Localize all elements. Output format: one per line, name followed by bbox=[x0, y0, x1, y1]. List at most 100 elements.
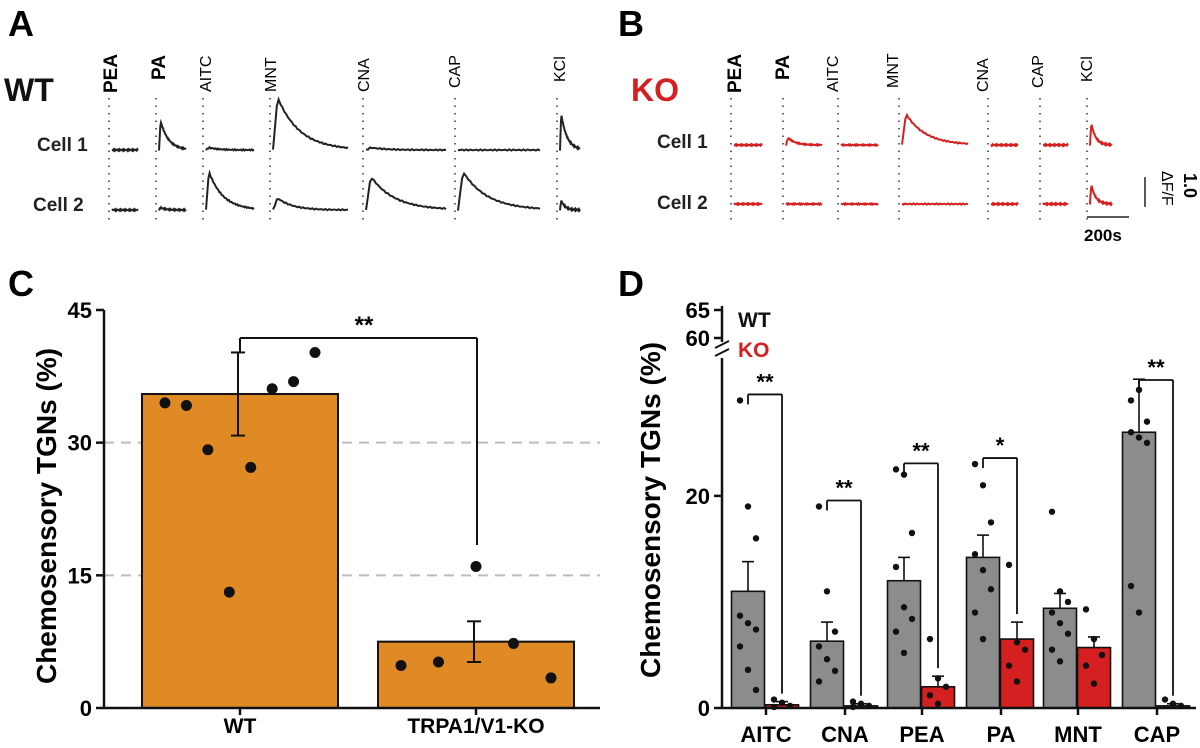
trace-cell2-mnt bbox=[901, 202, 968, 206]
data-point bbox=[926, 692, 934, 699]
data-point bbox=[1005, 561, 1013, 569]
data-point bbox=[736, 612, 744, 619]
data-point bbox=[1143, 439, 1151, 447]
data-point bbox=[900, 471, 908, 478]
data-point bbox=[1143, 418, 1151, 425]
data-point bbox=[245, 461, 257, 473]
data-point bbox=[979, 482, 987, 489]
data-point bbox=[1127, 582, 1135, 590]
stimulus-label: CNA bbox=[975, 58, 992, 92]
data-point bbox=[815, 678, 823, 685]
data-point bbox=[159, 397, 171, 409]
stimulus-label: CNA bbox=[356, 58, 373, 92]
x-tick-label: CNA bbox=[821, 722, 869, 747]
panel-a-stimulus-labels: PEA PA AITC MNT CNA CAP KCl bbox=[101, 54, 569, 93]
data-point bbox=[744, 503, 752, 510]
data-point bbox=[1064, 598, 1072, 606]
significance-label: ** bbox=[912, 438, 930, 463]
data-point bbox=[1090, 680, 1098, 687]
data-point bbox=[1169, 700, 1177, 707]
y-tick-label: 15 bbox=[68, 563, 92, 588]
data-point bbox=[1048, 508, 1056, 515]
trace-cell2-pa bbox=[785, 201, 823, 207]
data-point bbox=[934, 675, 942, 682]
y-tick-label: 30 bbox=[68, 431, 92, 456]
trace-cell1-pea bbox=[111, 147, 139, 153]
data-point bbox=[266, 383, 278, 395]
x-tick-label: MNT bbox=[1054, 722, 1102, 747]
data-point bbox=[288, 376, 300, 388]
data-point bbox=[752, 535, 760, 542]
bar-ko-pa bbox=[999, 638, 1035, 709]
data-point bbox=[1082, 662, 1090, 669]
data-point bbox=[1090, 635, 1098, 643]
y-tick-label: 45 bbox=[68, 298, 92, 323]
data-point bbox=[508, 637, 519, 649]
data-point bbox=[892, 563, 900, 571]
panel-a-cell1-label: Cell 1 bbox=[37, 135, 88, 156]
data-point bbox=[1013, 678, 1021, 685]
x-tick-label: WT bbox=[224, 715, 257, 738]
bar-ko-mnt bbox=[1076, 646, 1112, 709]
data-point bbox=[1048, 609, 1056, 616]
data-point bbox=[831, 667, 839, 675]
data-point bbox=[736, 397, 744, 404]
stimulus-label: PEA bbox=[101, 54, 122, 93]
data-point bbox=[823, 656, 831, 663]
data-point bbox=[900, 649, 908, 657]
data-point bbox=[1082, 606, 1090, 613]
data-point bbox=[736, 643, 744, 650]
bar-wt-aitc bbox=[730, 590, 766, 709]
stimulus-label: AITC bbox=[825, 56, 842, 92]
trace-cell2-kcl bbox=[1089, 185, 1113, 207]
x-tick-label: PA bbox=[987, 722, 1016, 747]
y-tick-label: 0 bbox=[80, 696, 92, 721]
data-point bbox=[395, 660, 407, 672]
data-point bbox=[752, 626, 760, 633]
trace-cell1-pa bbox=[158, 118, 187, 151]
trace-cell1-mnt bbox=[272, 96, 349, 150]
data-point bbox=[971, 551, 979, 558]
significance-label: ** bbox=[835, 475, 853, 500]
x-tick-label: CAP bbox=[1134, 722, 1180, 747]
data-point bbox=[1135, 434, 1143, 441]
panel-label-c: C bbox=[8, 263, 34, 304]
data-point bbox=[971, 609, 979, 616]
panel-b-cell1-label: Cell 1 bbox=[657, 132, 708, 153]
trace-cell2-aitc bbox=[205, 169, 255, 211]
data-point bbox=[857, 700, 865, 707]
data-point bbox=[987, 586, 995, 593]
data-point bbox=[908, 529, 916, 537]
significance-label: ** bbox=[1147, 355, 1165, 380]
trace-cell2-cap bbox=[1042, 201, 1069, 207]
data-point bbox=[926, 635, 934, 643]
bar-wt-cap bbox=[1121, 431, 1157, 709]
data-point bbox=[979, 566, 987, 574]
y-tick-label: 65 bbox=[686, 298, 710, 323]
legend-wt: WT bbox=[738, 309, 771, 332]
data-point bbox=[908, 615, 916, 623]
data-point bbox=[892, 628, 900, 635]
data-point bbox=[942, 683, 950, 690]
data-point bbox=[1056, 619, 1064, 627]
significance-label: ** bbox=[756, 369, 774, 394]
data-point bbox=[831, 628, 839, 635]
scale-bar-y-value: 1.0 bbox=[1180, 173, 1200, 198]
data-point bbox=[1021, 646, 1029, 653]
trace-cell2-kcl bbox=[559, 200, 581, 213]
bar-wt-pa bbox=[965, 556, 1001, 709]
trace-cell2-pea bbox=[733, 201, 763, 207]
bar-wt bbox=[141, 393, 339, 709]
stimulus-label: PA bbox=[149, 55, 170, 80]
data-point bbox=[223, 586, 235, 598]
y-tick-label: 60 bbox=[686, 326, 710, 351]
bar-wt-pea bbox=[886, 579, 922, 709]
stimulus-label: AITC bbox=[198, 56, 215, 92]
panel-d-ylabel: Chemosensory TGNs (%) bbox=[635, 342, 666, 678]
data-point bbox=[934, 700, 942, 707]
data-point bbox=[900, 604, 908, 611]
data-point bbox=[433, 656, 444, 668]
trace-cell1-kcl bbox=[1089, 124, 1113, 148]
